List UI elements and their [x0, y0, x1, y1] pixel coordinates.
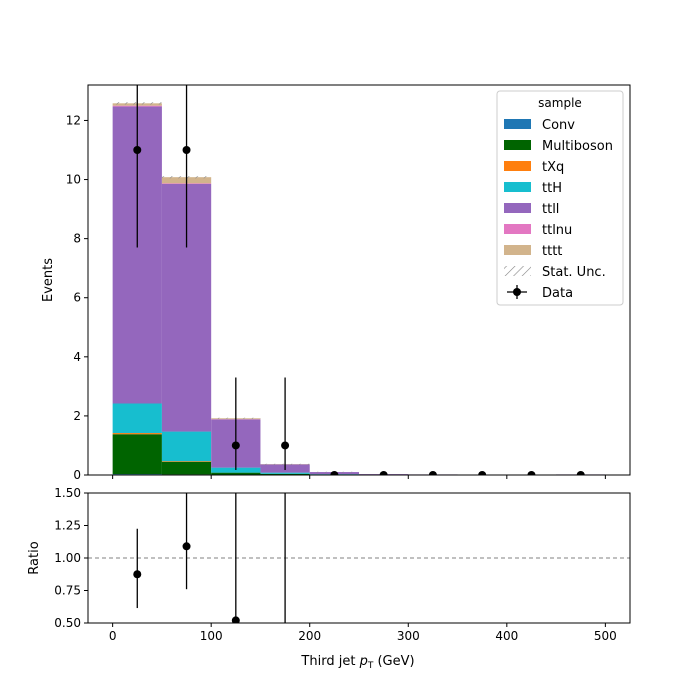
y-tick-label: 0 — [73, 468, 81, 482]
x-tick-label: 200 — [298, 629, 321, 643]
bar-multiboson-bin-2 — [211, 472, 261, 475]
ratio-y-axis-label: Ratio — [27, 541, 42, 574]
data-point — [133, 146, 142, 154]
legend-swatch-ttll — [504, 203, 531, 213]
main-axes-frame — [87, 84, 631, 476]
data-point — [231, 441, 240, 450]
ratio-point — [231, 616, 240, 623]
bar-tth-bin-1 — [161, 431, 212, 462]
y-tick-label: 10 — [66, 173, 81, 187]
y-tick-label: 4 — [73, 350, 81, 364]
ratio-point — [182, 542, 191, 551]
legend-label-txq: tXq — [542, 160, 564, 175]
ratio-y-ticks: 0.50 0.75 1.00 1.25 1.50 — [54, 486, 88, 630]
legend: sample Conv Multiboson tXq ttH ttll ttlnu tttt S… — [496, 90, 624, 306]
main-x-ticks — [112, 475, 606, 479]
legend-swatch-tttt — [504, 245, 531, 255]
main-panel: 0 2 4 6 8 10 12 Events sample Conv Multiboson tXq… — [41, 84, 631, 482]
legend-label-stat-unc: Stat. Unc. — [542, 265, 606, 280]
x-tick-label: 0 — [109, 629, 117, 643]
bar-multiboson-bin-0 — [112, 434, 162, 475]
y-tick-label: 1.50 — [54, 486, 81, 500]
legend-label-conv: Conv — [542, 118, 575, 133]
y-tick-label: 6 — [73, 291, 81, 305]
main-y-axis-label: Events — [41, 258, 56, 302]
data-point — [182, 146, 191, 154]
legend-label-tttt: tttt — [542, 244, 562, 259]
legend-label-tth: ttH — [542, 181, 562, 196]
ratio-point — [133, 570, 142, 579]
data-point — [281, 441, 290, 450]
data-point — [330, 471, 339, 475]
legend-swatch-data — [513, 288, 521, 296]
ratio-x-ticks: 0 100 200 300 400 500 — [109, 623, 617, 643]
y-tick-label: 2 — [73, 409, 81, 423]
x-tick-label: 400 — [495, 629, 518, 643]
y-tick-label: 0.75 — [54, 584, 81, 598]
bar-multiboson-bin-3 — [260, 473, 310, 475]
data-point — [428, 471, 437, 475]
data-points — [133, 85, 585, 475]
bar-tth-bin-0 — [112, 403, 162, 434]
legend-title: sample — [538, 96, 582, 110]
data-point — [478, 471, 487, 475]
x-tick-label: 300 — [397, 629, 420, 643]
bar-multiboson-bin-1 — [161, 461, 212, 475]
y-tick-label: 12 — [66, 113, 81, 127]
y-tick-label: 1.00 — [54, 551, 81, 565]
x-tick-label: 100 — [200, 629, 223, 643]
ratio-panel: 0 100 200 300 400 500 0.50 0.75 1.00 1.25 1.50 Ra… — [27, 486, 631, 671]
data-point — [379, 471, 388, 475]
y-tick-label: 8 — [73, 232, 81, 246]
y-tick-label: 1.25 — [54, 519, 81, 533]
legend-label-multiboson: Multiboson — [542, 139, 613, 154]
ratio-points — [133, 493, 286, 623]
legend-swatch-multiboson — [504, 140, 531, 150]
legend-swatch-tth — [504, 182, 531, 192]
data-point — [576, 471, 585, 475]
bar-txq-bin-1 — [161, 461, 212, 462]
bar-tth-bin-2 — [211, 467, 261, 473]
x-tick-label: 500 — [594, 629, 617, 643]
legend-swatch-txq — [504, 161, 531, 171]
x-axis-label: Third jet pT (GeV) — [300, 654, 414, 671]
legend-swatch-conv — [504, 119, 531, 129]
legend-label-data: Data — [542, 286, 573, 301]
legend-label-ttll: ttll — [542, 202, 559, 217]
bar-txq-bin-0 — [112, 433, 162, 435]
legend-swatch-ttlnu — [504, 224, 531, 234]
data-point — [527, 471, 536, 475]
bar-tth-bin-3 — [260, 472, 310, 474]
legend-swatch-stat-unc — [504, 266, 531, 276]
y-tick-label: 0.50 — [54, 616, 81, 630]
main-y-ticks: 0 2 4 6 8 10 12 — [66, 113, 88, 482]
legend-label-ttlnu: ttlnu — [542, 223, 572, 238]
